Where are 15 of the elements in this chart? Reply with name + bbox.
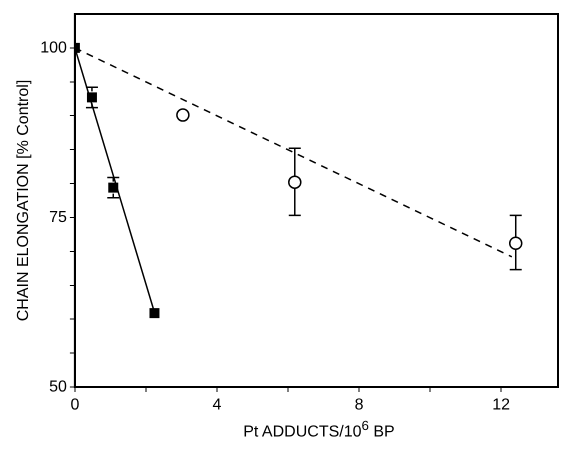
x-axis-title: Pt ADDUCTS/10$^{6}$ BP	[242, 418, 396, 442]
x-tick-label: 12	[492, 396, 510, 414]
point	[108, 182, 118, 193]
y-tick-label: 100	[40, 39, 67, 56]
x-tick-label: 0	[70, 396, 80, 414]
point	[86, 92, 97, 102]
point	[176, 108, 190, 122]
x-tick-label: 8	[354, 396, 364, 414]
point	[149, 308, 160, 318]
y-tick-label: 75	[49, 208, 67, 226]
x-tick-label: 4	[212, 396, 222, 414]
y-axis-title: CHAIN ELONGATION [% Control]	[15, 80, 32, 322]
point	[288, 175, 302, 189]
point	[508, 236, 522, 250]
y-tick-label: 50	[49, 378, 67, 396]
